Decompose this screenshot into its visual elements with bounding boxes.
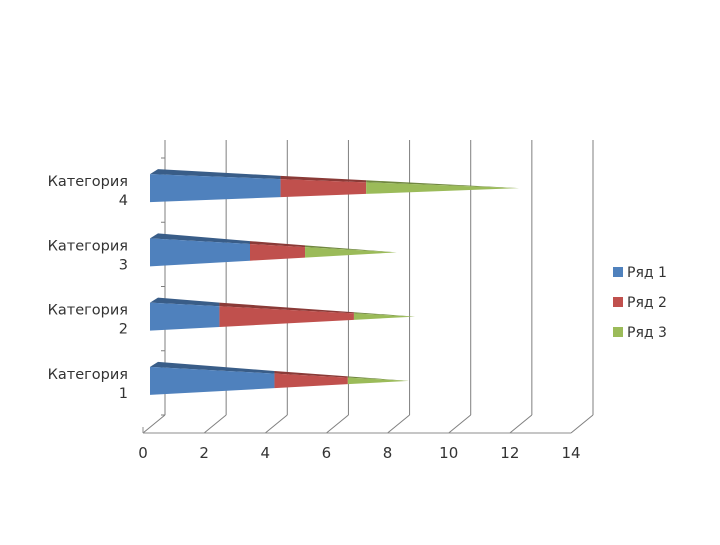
legend-swatch: [613, 267, 623, 277]
bar-segment: [347, 377, 409, 385]
bar-segment: [305, 247, 397, 258]
bar-segment: [219, 306, 354, 327]
bar-segment: [150, 302, 220, 331]
x-tick-label: 12: [500, 444, 519, 462]
bar-top-face: [274, 371, 348, 378]
legend-label: Ряд 2: [627, 295, 667, 311]
legend-swatch: [613, 297, 623, 307]
bar-segment: [366, 182, 520, 194]
y-tick-label: Категория 2: [48, 303, 128, 338]
legend-label: Ряд 1: [627, 265, 667, 281]
bar-top-face: [219, 302, 354, 314]
legend-swatch: [613, 327, 623, 337]
x-tick-label: 8: [383, 444, 393, 462]
bars-layer: [150, 169, 520, 395]
x-tick-label: 0: [138, 444, 148, 462]
legend-label: Ряд 3: [627, 325, 667, 341]
bar-segment: [250, 244, 306, 261]
grid-floor-line: [142, 414, 166, 434]
x-tick-label: 6: [322, 444, 332, 462]
bar-top-face: [353, 312, 416, 317]
bar-top-face: [305, 245, 397, 253]
grid-floor-line: [448, 414, 472, 434]
bar-segment: [150, 174, 281, 203]
grid-floor-line: [570, 414, 594, 434]
bar-segment: [150, 366, 275, 395]
bar-segment: [150, 238, 250, 267]
bar-top-face: [150, 361, 275, 374]
bar-top-face: [280, 175, 367, 183]
label-layer: 0 2 4 6 8 10 12 14 Категория 1 Категория 2 Категория…: [48, 174, 581, 462]
legend: Ряд 1 Ряд 2 Ряд 3: [613, 265, 667, 341]
bar-top-face: [347, 376, 409, 381]
y-tick-label: Категория 4: [48, 174, 128, 209]
x-tick-label: 4: [261, 444, 271, 462]
x-tick-label: 2: [199, 444, 209, 462]
bar-segment: [274, 373, 348, 389]
y-tick-label: Категория 3: [48, 238, 128, 273]
grid-floor-line: [326, 414, 349, 434]
bar-top-face: [366, 180, 520, 189]
grid-floor-line: [264, 414, 288, 434]
grid-floor-line: [203, 414, 227, 434]
bar-segment: [280, 179, 367, 198]
bar-top-face: [150, 297, 220, 307]
bar-top-face: [150, 169, 281, 180]
y-tick-label: Категория 1: [48, 367, 128, 402]
x-tick-label: 10: [439, 444, 458, 462]
bar-top-face: [150, 233, 250, 245]
bar-top-face: [250, 241, 306, 248]
bar-segment: [353, 313, 416, 320]
grid-floor-line: [509, 414, 533, 434]
grid-floor-line: [387, 414, 410, 434]
x-tick-label: 14: [561, 444, 580, 462]
